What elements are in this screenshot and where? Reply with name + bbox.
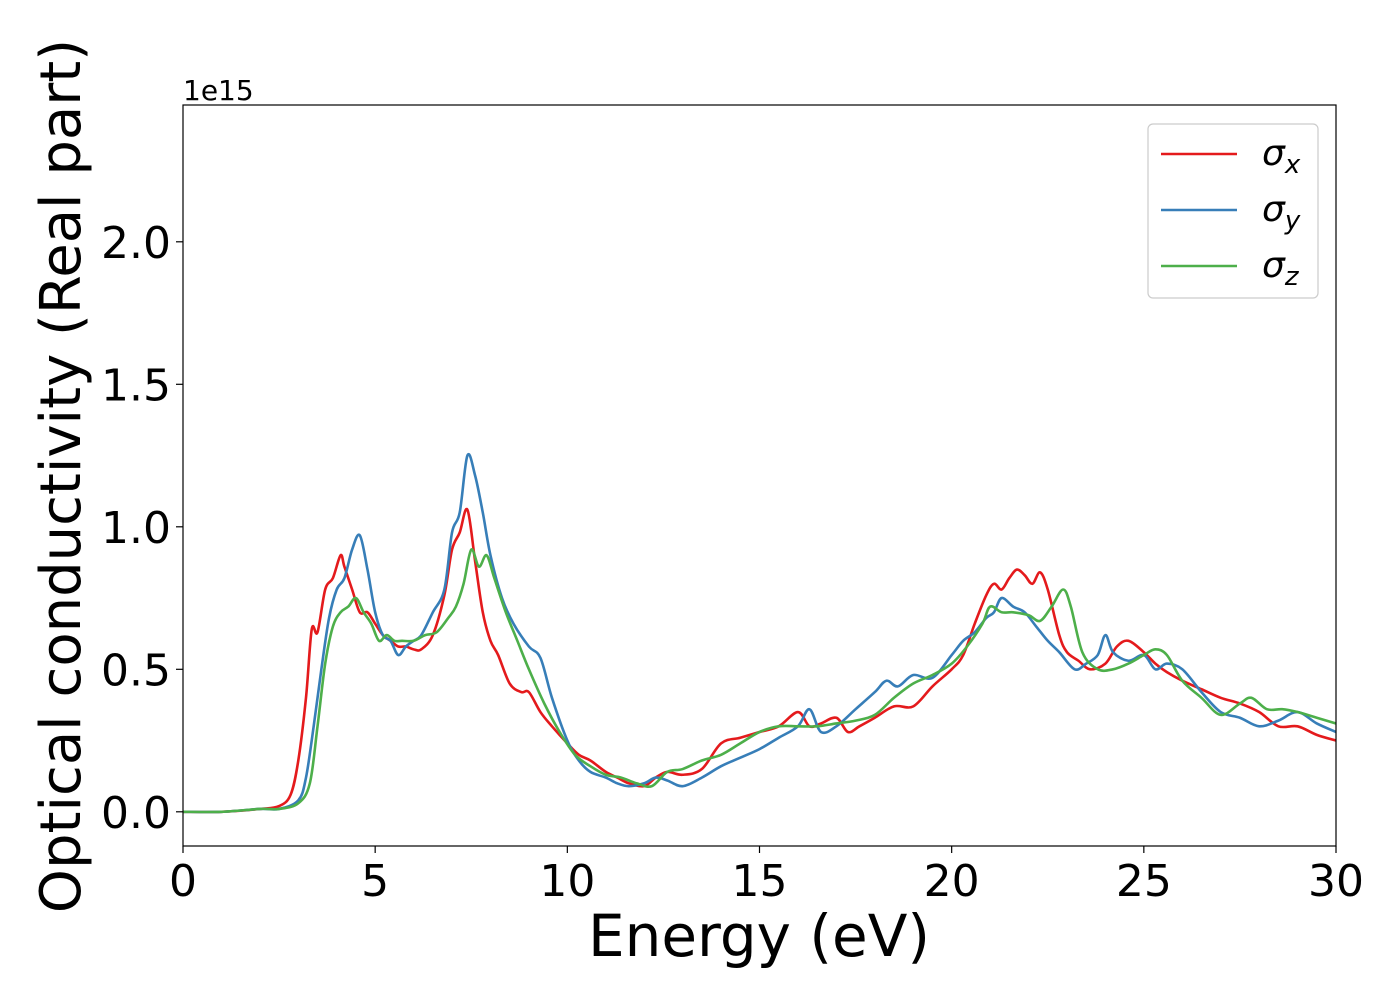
x-axis-label: Energy (eV) [588,902,930,970]
series-line-z [183,548,1336,814]
x-axis: 0 5 10 15 20 25 30 [169,846,1364,907]
x-tick-label: 10 [539,856,595,907]
series-line-x [183,507,1336,814]
plot-area [182,104,1337,847]
x-tick-label: 20 [924,856,980,907]
series-line-y [183,452,1336,814]
x-tick-label: 5 [361,856,389,907]
x-tick-label: 0 [169,856,197,907]
legend-label-symbol: σ [1262,189,1286,230]
legend-label-x: σx [1262,133,1301,180]
legend-label-y: σy [1262,189,1301,236]
legend-label-symbol: σ [1262,133,1286,174]
legend-label-subscript: y [1284,206,1301,236]
y-tick-label: 0.0 [101,788,171,839]
x-tick-label: 15 [732,856,788,907]
series-layer [183,452,1336,814]
y-tick-label: 1.5 [101,360,171,411]
y-axis-label: Optical conductivity (Real part) [29,39,94,913]
x-tick-label: 30 [1308,856,1364,907]
legend-label-subscript: x [1284,150,1301,180]
x-tick-label: 25 [1116,856,1172,907]
y-tick-label: 0.5 [101,645,171,696]
y-tick-label: 2.0 [101,218,171,269]
legend-label-z: σz [1262,245,1300,292]
y-offset-text: 1e15 [183,74,254,107]
legend-label-subscript: z [1284,262,1300,292]
legend-label-symbol: σ [1262,245,1286,286]
y-axis: 0.0 0.5 1.0 1.5 2.0 [101,218,183,839]
y-tick-label: 1.0 [101,503,171,554]
